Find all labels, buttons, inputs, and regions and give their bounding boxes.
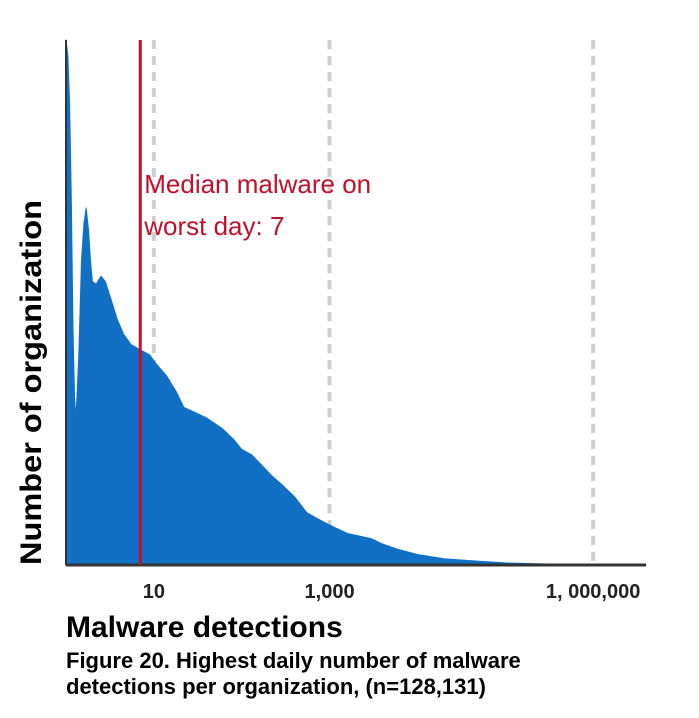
malware-detections-chart: Median malware on worst day: 7 10 1,000 1, … (15, 39, 647, 640)
distribution-area (65, 39, 647, 566)
x-tick-labels: 10 1,000 1, 000,000 (143, 581, 641, 603)
x-tick-label: 1,000 (305, 581, 355, 603)
figure-caption: Figure 20. Highest daily number of malwa… (66, 648, 686, 700)
median-annotation-line-1: Median malware on (144, 169, 371, 199)
x-tick-label: 10 (143, 581, 165, 603)
caption-line-1: Figure 20. Highest daily number of malwa… (66, 648, 521, 673)
x-tick-label: 1, 000,000 (546, 581, 641, 603)
median-annotation-line-2: worst day: 7 (143, 211, 284, 241)
x-axis-label: Malware detections (66, 611, 343, 640)
caption-line-2: detections per organization, (n=128,131) (66, 674, 486, 699)
y-axis-label: Number of organization (15, 200, 48, 565)
median-annotation: Median malware on worst day: 7 (143, 169, 371, 241)
